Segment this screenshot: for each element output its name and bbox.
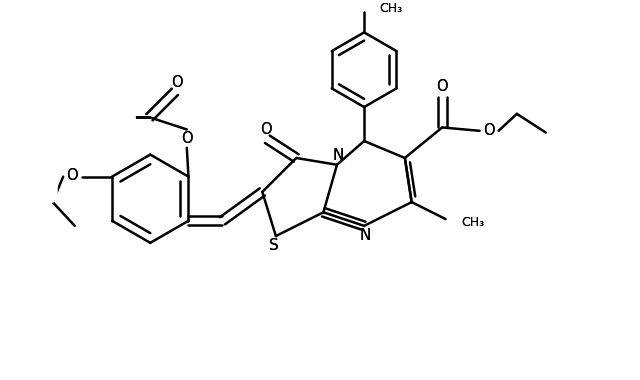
Text: CH₃: CH₃: [461, 216, 484, 229]
Text: S: S: [269, 238, 279, 253]
Text: O: O: [171, 75, 182, 90]
Text: CH₃: CH₃: [380, 2, 403, 15]
Text: O: O: [181, 131, 193, 146]
Text: O: O: [67, 168, 78, 184]
Text: N: N: [359, 228, 371, 243]
Text: O: O: [436, 79, 448, 94]
Text: O: O: [260, 122, 271, 137]
Text: CH₃: CH₃: [380, 2, 403, 15]
Text: O: O: [260, 122, 271, 137]
Text: CH₃: CH₃: [461, 216, 484, 229]
Text: O: O: [171, 75, 182, 90]
Text: S: S: [269, 238, 279, 253]
Text: O: O: [95, 110, 106, 125]
FancyBboxPatch shape: [65, 93, 136, 141]
Text: N: N: [359, 228, 371, 243]
Text: O: O: [483, 123, 495, 138]
Text: O: O: [67, 168, 78, 184]
Text: O: O: [436, 79, 448, 94]
Text: O: O: [483, 123, 495, 138]
Text: N: N: [333, 148, 344, 163]
Text: O: O: [181, 131, 193, 146]
Text: N: N: [333, 148, 344, 163]
FancyBboxPatch shape: [0, 149, 58, 204]
